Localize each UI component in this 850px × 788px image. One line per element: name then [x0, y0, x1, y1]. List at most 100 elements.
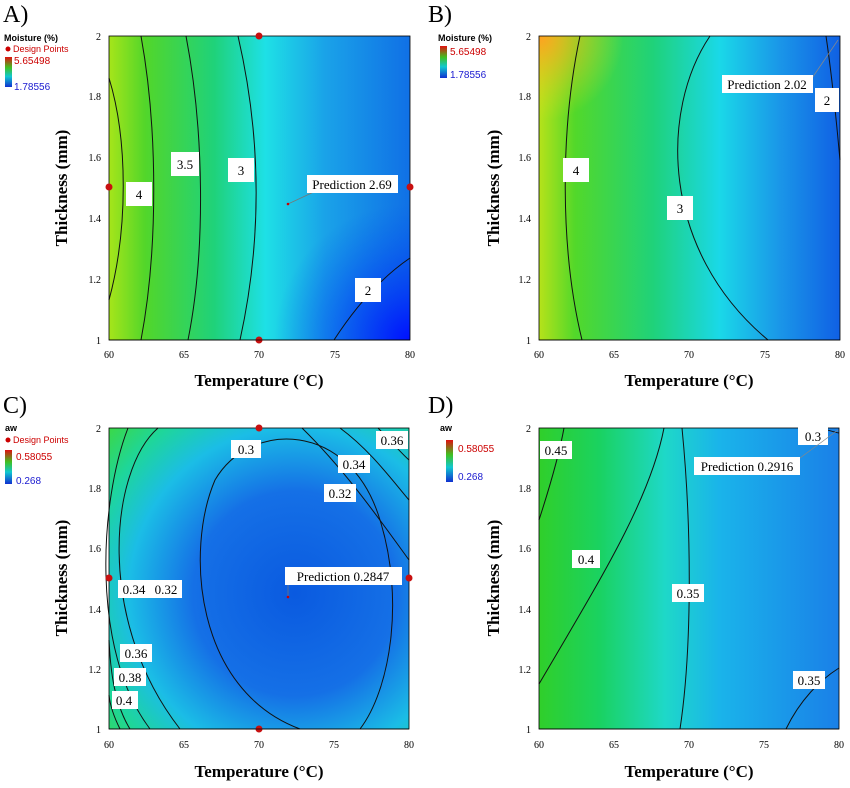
y-tick: 2 — [96, 32, 101, 43]
y-tick: 1.8 — [89, 484, 102, 495]
contour-label: 0.36 — [125, 646, 148, 661]
colorbar — [446, 440, 453, 482]
y-tick: 2 — [526, 424, 531, 435]
legend: aw Design Points 0.58055 0.268 — [5, 423, 69, 487]
contour-label-box — [171, 152, 199, 176]
contour-label-box — [793, 671, 825, 689]
contour-line — [538, 427, 565, 521]
x-axis: 60 65 70 75 80 Temperature (°C) — [104, 339, 415, 390]
contour-label-box — [228, 158, 254, 182]
plot-area: 4 3 2 Prediction 2.02 — [538, 35, 841, 341]
x-tick: 65 — [609, 350, 619, 361]
contour-line — [118, 427, 181, 730]
contour-label: 0.36 — [381, 433, 404, 448]
contour-label: 0.4 — [116, 693, 133, 708]
x-tick: 70 — [684, 350, 694, 361]
panel-d: D) aw 0.58055 0.268 0.45 0.4 0.35 0.35 0… — [428, 393, 844, 781]
contour-label-box — [672, 584, 704, 602]
contour-label-box — [376, 431, 408, 449]
contour-line — [301, 427, 410, 561]
prediction-box — [722, 75, 813, 93]
x-tick: 75 — [329, 740, 339, 751]
y-axis-title: Thickness (mm) — [52, 520, 71, 637]
y-tick: 1 — [96, 725, 101, 736]
contour-label: 0.35 — [677, 586, 700, 601]
y-axis-title: Thickness (mm) — [484, 520, 503, 637]
y-tick: 1.6 — [519, 544, 532, 555]
legend-min: 1.78556 — [14, 82, 51, 93]
y-axis-title: Thickness (mm) — [484, 130, 503, 247]
contour-label: 4 — [573, 163, 580, 178]
contour-label: 2 — [824, 93, 831, 108]
legend-max: 5.65498 — [450, 47, 487, 58]
contour-label-box — [572, 550, 600, 568]
x-tick: 70 — [254, 350, 264, 361]
y-tick: 1.2 — [89, 665, 102, 676]
contour-label: 3 — [238, 163, 245, 178]
contour-line — [237, 35, 257, 341]
contour-label: 0.32 — [329, 486, 352, 501]
legend-max: 5.65498 — [14, 56, 51, 67]
contour-label: 0.38 — [119, 670, 142, 685]
y-tick: 1 — [526, 725, 531, 736]
y-tick: 1.4 — [89, 214, 102, 225]
contour-line — [785, 667, 840, 730]
contour-line — [677, 35, 769, 341]
colorbar — [5, 57, 12, 87]
legend-min: 0.268 — [458, 472, 483, 483]
y-tick: 1 — [96, 336, 101, 347]
contour-label: 0.45 — [545, 443, 568, 458]
x-tick: 80 — [405, 350, 415, 361]
contour-label: 0.35 — [798, 673, 821, 688]
contour-label-box — [798, 427, 828, 445]
contour-label: 0.34 — [343, 457, 366, 472]
y-tick: 1.8 — [519, 484, 532, 495]
design-point — [405, 574, 413, 582]
design-point — [105, 183, 113, 191]
contour-label: 2 — [365, 283, 372, 298]
x-axis-title: Temperature (°C) — [624, 371, 753, 390]
design-point — [255, 32, 263, 40]
x-tick: 60 — [104, 350, 114, 361]
y-tick: 2 — [526, 32, 531, 43]
contour-label-box — [667, 196, 693, 220]
contour-line — [108, 77, 124, 301]
contour-label-box — [150, 580, 182, 598]
legend-max: 0.58055 — [458, 444, 495, 455]
x-axis-title: Temperature (°C) — [194, 371, 323, 390]
panel-letter: D) — [428, 393, 453, 419]
y-tick: 1.6 — [89, 544, 102, 555]
x-tick: 75 — [760, 350, 770, 361]
x-axis: 60 65 70 75 80 Temperature (°C) — [534, 339, 845, 390]
y-axis: 1 1.2 1.4 1.6 1.8 2 Thickness (mm) — [484, 32, 531, 347]
panel-letter: A) — [3, 2, 28, 28]
x-tick: 60 — [534, 740, 544, 751]
plot-area: 0.3 0.36 0.34 0.32 0.34 0.32 0.36 0.38 0… — [105, 424, 413, 733]
contour-label: 4 — [136, 187, 143, 202]
y-axis: 1 1.2 1.4 1.6 1.8 2 Thickness (mm) — [52, 32, 101, 347]
legend-title: aw — [5, 423, 18, 433]
contour-label: 0.3 — [805, 429, 821, 444]
prediction-label: Prediction 0.2916 — [701, 459, 794, 474]
x-tick: 60 — [104, 740, 114, 751]
prediction-point — [286, 202, 290, 206]
panel-a: A) Moisture (%) Design Points 5.65498 1.… — [3, 2, 415, 390]
prediction-label: Prediction 2.02 — [727, 77, 806, 92]
x-tick: 80 — [835, 350, 845, 361]
panel-b: B) Moisture (%) 5.65498 1.78556 4 3 2 Pr… — [428, 2, 845, 390]
panel-letter: C) — [3, 393, 27, 419]
y-axis-title: Thickness (mm) — [52, 130, 71, 247]
legend-min: 1.78556 — [450, 70, 487, 81]
contour-label: 0.3 — [238, 442, 254, 457]
contour-label-box — [126, 182, 152, 206]
x-tick: 65 — [179, 350, 189, 361]
prediction-point — [286, 595, 290, 599]
contour-label: 0.4 — [578, 552, 595, 567]
y-tick: 1.8 — [519, 92, 532, 103]
x-tick: 65 — [609, 740, 619, 751]
y-tick: 1.6 — [519, 153, 532, 164]
legend-title: Moisture (%) — [438, 33, 492, 43]
contour-line — [185, 35, 201, 341]
legend: Moisture (%) Design Points 5.65498 1.785… — [4, 33, 69, 93]
